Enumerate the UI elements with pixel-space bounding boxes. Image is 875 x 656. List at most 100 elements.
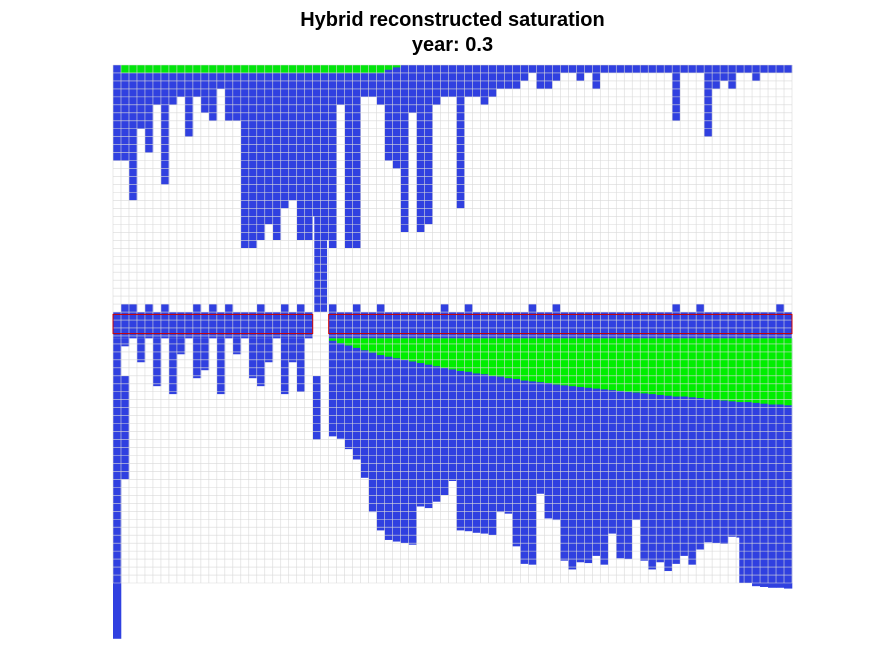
co2-top-cell [336,65,345,73]
co2-wedge-cell [696,338,705,399]
layer-bump [296,304,306,313]
upper-water-column [656,65,665,73]
co2-wedge-cell [592,338,601,389]
co2-top-cell [360,65,369,73]
upper-water-column [160,65,170,185]
co2-wedge-cell [464,338,473,372]
upper-water-column [640,65,649,73]
upper-water-column [680,65,689,73]
layer-bump [192,304,202,313]
lower-water-column [488,338,497,536]
co2-wedge-cell [752,338,761,403]
layer-bump [328,304,337,313]
lower-water-column [520,338,529,564]
co2-wedge-cell [624,338,633,392]
co2-top-cell [248,65,258,73]
co2-wedge-cell [400,338,409,360]
lower-water-column [408,338,417,545]
left-edge-column [113,338,122,583]
upper-water-column [344,65,353,249]
co2-wedge-cell [728,338,737,402]
upper-water-column [168,65,178,105]
layer-drip [192,338,202,379]
chart-subtitle: year: 0.3 [411,34,494,56]
upper-water-column [704,65,713,137]
upper-water-column [744,65,753,73]
co2-top-cell [200,65,210,73]
co2-wedge-cell [336,338,345,344]
co2-top-cell [240,65,250,73]
lower-water-column [448,338,457,481]
lower-water-column [336,338,345,439]
co2-top-cell [272,65,282,73]
co2-wedge-cell [744,338,753,403]
co2-top-cell [344,65,353,73]
lower-water-column [632,338,641,521]
upper-water-column [632,65,641,73]
co2-wedge-cell [488,338,497,376]
co2-top-cell [144,65,154,73]
co2-wedge-cell [480,338,489,375]
lower-water-column [496,338,505,513]
co2-wedge-cell [672,338,681,397]
upper-water-column [776,65,785,73]
lower-water-column [624,338,633,560]
upper-water-column [128,65,138,201]
co2-top-cell [168,65,178,73]
co2-wedge-cell [768,338,777,405]
lower-water-column [712,338,721,544]
layer-bump [280,304,290,313]
upper-water-column [184,65,194,137]
co2-wedge-cell [392,338,401,359]
lower-water-column [672,338,681,564]
co2-top-cell [296,65,306,73]
co2-top-cell [176,65,186,73]
chart-title: Hybrid reconstructed saturation [300,9,605,31]
grid-lines [112,64,793,584]
co2-top-cell [128,65,138,73]
co2-wedge-cell [784,338,793,406]
co2-wedge-cell [376,338,385,356]
upper-water-column [248,65,258,249]
lower-water-column [696,338,705,550]
layer-band-left [113,312,313,339]
co2-wedge-cell [472,338,481,374]
upper-water-column [608,65,617,73]
co2-wedge-cell [368,338,377,353]
upper-water-column [392,65,401,169]
upper-water-column [712,65,721,89]
co2-top-cell [232,65,242,73]
upper-water-column [784,65,793,73]
lower-water-column [368,338,377,513]
layer-drip [152,338,162,387]
upper-water-column [232,65,242,121]
layer-drip [136,338,146,363]
co2-top-cell [208,65,218,73]
lower-water-column [376,338,385,531]
co2-top-cell [392,65,401,68]
upper-water-column [376,65,385,105]
layer-drip [176,338,186,355]
layer-bump [776,304,785,313]
layer-drip [296,338,306,379]
layer-bump [696,304,705,313]
co2-top-cell [288,65,298,73]
co2-top-cell [376,65,385,73]
co2-top-cell [320,65,329,73]
layer-drip [288,338,298,363]
co2-top-cell [136,65,146,73]
upper-water-column [504,65,513,89]
layer-bump [208,304,218,313]
co2-wedge-cell [496,338,505,377]
upper-water-column [664,65,673,73]
layer-drip [232,338,242,355]
upper-water-column [536,65,545,89]
co2-wedge-cell [760,338,769,404]
co2-wedge-cell [600,338,609,390]
upper-water-column [512,65,521,89]
upper-water-column [400,65,409,233]
co2-top-cell [312,65,321,73]
upper-water-column [648,65,657,73]
upper-water-column [560,65,569,73]
co2-wedge-cell [712,338,721,400]
